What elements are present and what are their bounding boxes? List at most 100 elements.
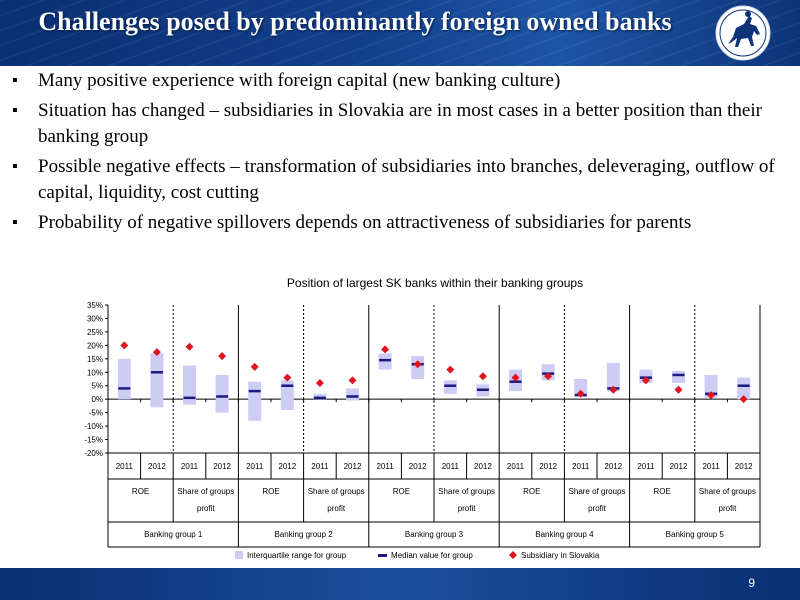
iqr-box: [215, 374, 229, 413]
metric-label-profit: profit: [327, 504, 346, 513]
subsidiary-point: [707, 391, 716, 400]
iqr-box: [313, 393, 327, 400]
year-label: 2011: [507, 462, 525, 471]
y-tick-label: -10%: [84, 422, 103, 431]
bullet-icon: ▪: [12, 214, 18, 231]
year-label: 2011: [376, 462, 394, 471]
legend-median-label: Median value for group: [391, 551, 473, 560]
metric-label-share: Share of groups: [438, 487, 495, 496]
bullet-icon: ▪: [12, 158, 18, 175]
iqr-box: [574, 379, 588, 397]
median-bar: [150, 371, 163, 374]
subsidiary-point: [511, 373, 520, 382]
median-bar: [737, 384, 750, 387]
year-label: 2011: [246, 462, 264, 471]
subsidiary-point: [185, 342, 194, 351]
metric-label-roe: ROE: [654, 487, 671, 496]
median-bar: [476, 388, 489, 392]
iqr-box: [346, 388, 359, 401]
horse-rider-seal-icon: [715, 5, 771, 61]
subsidiary-point: [576, 389, 585, 398]
metric-label-share: Share of groups: [308, 487, 365, 496]
median-bar: [444, 384, 457, 387]
slide-title: Challenges posed by predominantly foreig…: [38, 7, 672, 36]
group-label: Banking group 4: [535, 530, 594, 539]
y-tick-label: -15%: [84, 436, 103, 445]
bullet-list: ▪ Many positive experience with foreign c…: [10, 68, 790, 240]
median-bar: [313, 396, 326, 400]
median-bar: [346, 395, 359, 398]
subsidiary-point: [218, 352, 227, 361]
y-tick-label: 25%: [87, 328, 103, 337]
median-bar: [281, 384, 294, 387]
slide-footer: 9: [0, 568, 800, 600]
iqr-box: [150, 353, 164, 408]
slide-header: Challenges posed by predominantly foreig…: [0, 0, 800, 66]
iqr-box: [606, 362, 620, 392]
group-label: Banking group 2: [274, 530, 333, 539]
iqr-box: [672, 370, 685, 384]
header-pattern: [0, 0, 800, 66]
y-tick-label: 20%: [87, 341, 103, 350]
y-tick-label: -20%: [84, 449, 103, 458]
subsidiary-point: [446, 365, 455, 374]
median-bar: [379, 358, 392, 362]
subsidiary-point: [413, 360, 422, 369]
group-label: Banking group 1: [144, 530, 203, 539]
legend-iqr-swatch: [235, 551, 243, 559]
metric-label-share: Share of groups: [177, 487, 234, 496]
median-bar: [216, 395, 229, 398]
chart: Position of largest SK banks within thei…: [84, 276, 761, 560]
subsidiary-point: [381, 345, 390, 354]
metric-label-profit: profit: [719, 504, 738, 513]
iqr-box: [378, 353, 392, 370]
bullet-item: ▪ Probability of negative spillovers depe…: [10, 210, 790, 236]
median-bar: [248, 389, 261, 393]
subsidiary-point: [478, 372, 487, 381]
median-bar: [183, 396, 196, 400]
year-label: 2012: [735, 462, 753, 471]
subsidiary-point: [315, 379, 324, 388]
iqr-box: [248, 381, 262, 421]
subsidiary-point: [283, 373, 292, 382]
legend-subsidiary-swatch: [509, 551, 517, 559]
bullet-text: Many positive experience with foreign ca…: [38, 70, 561, 91]
year-label: 2012: [148, 462, 166, 471]
subsidiary-point: [152, 348, 161, 357]
subsidiary-point: [544, 372, 553, 381]
y-tick-label: 5%: [91, 382, 103, 391]
year-label: 2011: [181, 462, 199, 471]
group-label: Banking group 5: [666, 530, 725, 539]
metric-label-share: Share of groups: [569, 487, 626, 496]
group-label: Banking group 3: [405, 530, 464, 539]
year-label: 2011: [311, 462, 329, 471]
bullet-text: Situation has changed – subsidiaries in …: [38, 100, 762, 147]
median-bar: [509, 380, 522, 383]
legend-median-swatch: [378, 554, 387, 557]
metric-label-roe: ROE: [523, 487, 540, 496]
bullet-item: ▪ Many positive experience with foreign c…: [10, 68, 790, 94]
chart-title: Position of largest SK banks within thei…: [287, 276, 583, 290]
metric-label-roe: ROE: [132, 487, 149, 496]
metric-label-share: Share of groups: [699, 487, 756, 496]
year-label: 2012: [604, 462, 622, 471]
page-number: 9: [748, 576, 755, 590]
subsidiary-point: [609, 385, 618, 394]
iqr-box: [183, 365, 196, 405]
year-label: 2012: [278, 462, 296, 471]
y-tick-label: 10%: [87, 368, 103, 377]
metric-label-roe: ROE: [393, 487, 410, 496]
subsidiary-point: [348, 376, 357, 385]
y-tick-label: -5%: [89, 409, 103, 418]
y-tick-label: 30%: [87, 314, 103, 323]
year-label: 2011: [572, 462, 590, 471]
iqr-box: [443, 380, 457, 394]
metric-label-roe: ROE: [262, 487, 279, 496]
y-tick-label: 35%: [87, 301, 103, 310]
metric-label-profit: profit: [458, 504, 477, 513]
iqr-box: [117, 358, 131, 400]
subsidiary-point: [120, 341, 129, 350]
year-label: 2011: [116, 462, 134, 471]
bullet-text: Probability of negative spillovers depen…: [38, 212, 692, 233]
year-label: 2012: [344, 462, 362, 471]
